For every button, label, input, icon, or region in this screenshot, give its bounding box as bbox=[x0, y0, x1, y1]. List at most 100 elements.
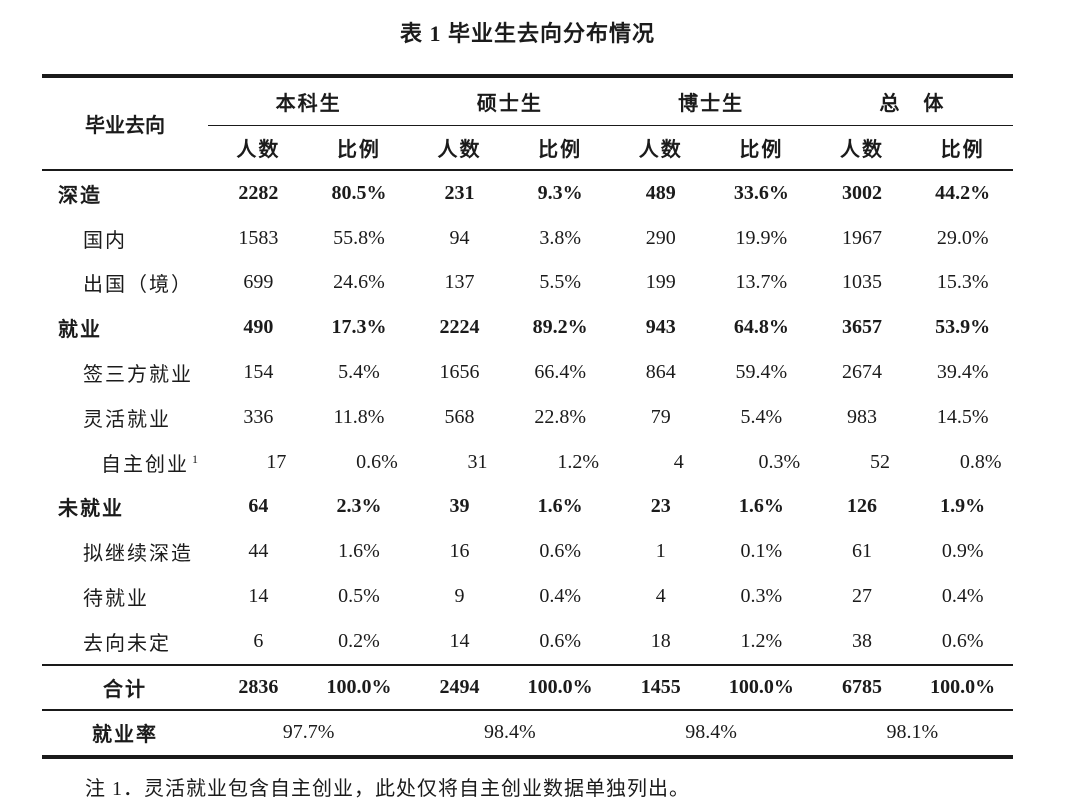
data-cell: 0.8% bbox=[959, 450, 1002, 473]
data-cell: 27 bbox=[851, 585, 872, 608]
table-row: 待就业 14 0.5% 9 0.4% 4 0.3% 27 0.4% bbox=[42, 574, 1013, 619]
data-cell: 0.6% bbox=[539, 540, 581, 563]
header-count: 人数 bbox=[409, 125, 510, 171]
row-label: 去向未定 bbox=[42, 619, 208, 665]
data-cell: 33.6% bbox=[733, 181, 789, 204]
data-cell: 100.0% bbox=[711, 663, 812, 711]
data-cell: 38 bbox=[851, 629, 872, 652]
data-cell: 31 bbox=[467, 450, 488, 473]
data-cell: 568 bbox=[444, 405, 475, 428]
table-row: 签三方就业 154 5.4% 1656 66.4% 864 59.4% 2674 39.4% bbox=[42, 350, 1013, 395]
header-group-undergraduate: 本科生 bbox=[208, 76, 410, 126]
row-label-text: 去向未定 bbox=[83, 632, 171, 655]
data-cell: 61 bbox=[851, 540, 872, 563]
header-count: 人数 bbox=[208, 125, 309, 171]
data-cell: 290 bbox=[645, 226, 676, 249]
data-cell: 6 bbox=[253, 629, 264, 652]
table-row: 深造 2282 80.5% 231 9.3% 489 33.6% 3002 44.2% bbox=[42, 170, 1013, 216]
data-cell: 18 bbox=[650, 629, 671, 652]
data-cell: 66.4% bbox=[534, 361, 586, 384]
data-cell: 2.3% bbox=[336, 495, 382, 518]
data-cell: 89.2% bbox=[532, 316, 588, 339]
data-cell: 23 bbox=[650, 495, 671, 518]
data-cell: 0.3% bbox=[740, 585, 783, 608]
data-cell: 0.4% bbox=[539, 585, 581, 608]
data-cell: 0.6% bbox=[941, 629, 984, 652]
data-cell: 11.8% bbox=[333, 405, 385, 428]
data-cell: 0.6% bbox=[539, 629, 581, 652]
data-cell: 2282 bbox=[238, 181, 279, 204]
data-cell: 3657 bbox=[841, 316, 882, 339]
data-cell: 14 bbox=[449, 629, 470, 652]
data-cell: 17 bbox=[266, 450, 287, 473]
total-row: 合计 2836 100.0% 2494 100.0% 1455 100.0% 6… bbox=[42, 663, 1013, 711]
row-label-text: 灵活就业 bbox=[83, 408, 171, 431]
data-cell: 336 bbox=[243, 405, 274, 428]
row-label: 未就业 bbox=[42, 485, 208, 530]
header-group-row: 毕业去向 本科生 硕士生 博士生 总 体 bbox=[42, 76, 1013, 171]
report-page: 表 1 毕业生去向分布情况 毕业去向 本科生 硕士生 博士生 总 体 人数 比例… bbox=[42, 0, 1013, 801]
data-cell: 4 bbox=[673, 450, 684, 473]
data-cell: 1.6% bbox=[338, 540, 380, 563]
row-label-text: 就业 bbox=[58, 319, 102, 342]
data-cell: 100.0% bbox=[308, 663, 410, 711]
data-cell: 5.4% bbox=[740, 405, 783, 428]
data-cell: 1.6% bbox=[738, 495, 784, 518]
row-label: 深造 bbox=[42, 170, 208, 216]
graduate-destination-table: 毕业去向 本科生 硕士生 博士生 总 体 人数 比例 人数 比例 人数 比例 人… bbox=[42, 74, 1013, 759]
data-cell: 6785 bbox=[811, 663, 913, 711]
row-label-text: 签三方就业 bbox=[83, 364, 193, 387]
data-cell: 199 bbox=[645, 271, 676, 294]
data-cell: 1.9% bbox=[940, 495, 986, 518]
table-row: 灵活就业 336 11.8% 568 22.8% 79 5.4% 983 14.5% bbox=[42, 395, 1013, 440]
header-ratio: 比例 bbox=[711, 125, 812, 171]
row-label: 拟继续深造 bbox=[42, 529, 208, 574]
data-cell: 490 bbox=[243, 316, 274, 339]
data-cell: 80.5% bbox=[331, 181, 387, 204]
data-cell: 100.0% bbox=[509, 663, 611, 711]
data-cell: 29.0% bbox=[936, 226, 989, 249]
data-cell: 44 bbox=[248, 540, 269, 563]
employment-rate-row: 就业率 97.7% 98.4% 98.4% 98.1% bbox=[42, 710, 1013, 757]
data-cell: 44.2% bbox=[935, 181, 991, 204]
data-cell: 97.7% bbox=[282, 721, 335, 744]
data-cell: 3.8% bbox=[539, 226, 581, 249]
data-cell: 100.0% bbox=[912, 663, 1013, 711]
data-cell: 53.9% bbox=[935, 316, 991, 339]
data-cell: 16 bbox=[449, 540, 470, 563]
table-summary: 合计 2836 100.0% 2494 100.0% 1455 100.0% 6… bbox=[42, 663, 1013, 757]
data-cell: 0.6% bbox=[356, 450, 398, 473]
data-cell: 14 bbox=[248, 585, 269, 608]
table-row: 自主创业 1 17 0.6% 31 1.2% 4 0.3% 52 0.8% bbox=[42, 440, 1013, 485]
data-cell: 126 bbox=[846, 495, 877, 518]
data-cell: 1035 bbox=[841, 271, 882, 294]
data-cell: 98.1% bbox=[886, 721, 939, 744]
row-label-text: 自主创业 bbox=[101, 453, 189, 476]
data-cell: 98.4% bbox=[685, 721, 737, 744]
header-group-master: 硕士生 bbox=[409, 76, 611, 126]
header-destination: 毕业去向 bbox=[42, 76, 209, 171]
data-cell: 15.3% bbox=[936, 271, 989, 294]
data-cell: 52 bbox=[869, 450, 890, 473]
data-cell: 17.3% bbox=[331, 316, 387, 339]
data-cell: 489 bbox=[645, 181, 676, 204]
data-cell: 2674 bbox=[841, 361, 882, 384]
data-cell: 1583 bbox=[238, 226, 279, 249]
data-cell: 0.2% bbox=[338, 629, 380, 652]
data-cell: 9 bbox=[454, 585, 465, 608]
row-label-text: 出国（境） bbox=[83, 274, 193, 297]
header-ratio: 比例 bbox=[509, 125, 611, 171]
data-cell: 0.9% bbox=[941, 540, 984, 563]
data-cell: 55.8% bbox=[333, 226, 385, 249]
row-label: 待就业 bbox=[42, 574, 208, 619]
data-cell: 13.7% bbox=[735, 271, 788, 294]
table-title: 表 1 毕业生去向分布情况 bbox=[399, 21, 655, 46]
data-cell: 1656 bbox=[439, 361, 480, 384]
data-cell: 64 bbox=[248, 495, 269, 518]
data-cell: 1.6% bbox=[537, 495, 583, 518]
data-cell: 94 bbox=[449, 226, 470, 249]
data-cell: 154 bbox=[243, 361, 274, 384]
data-cell: 22.8% bbox=[534, 405, 586, 428]
table-row: 国内 1583 55.8% 94 3.8% 290 19.9% 1967 29.0% bbox=[42, 216, 1013, 261]
row-label: 国内 bbox=[42, 216, 208, 261]
